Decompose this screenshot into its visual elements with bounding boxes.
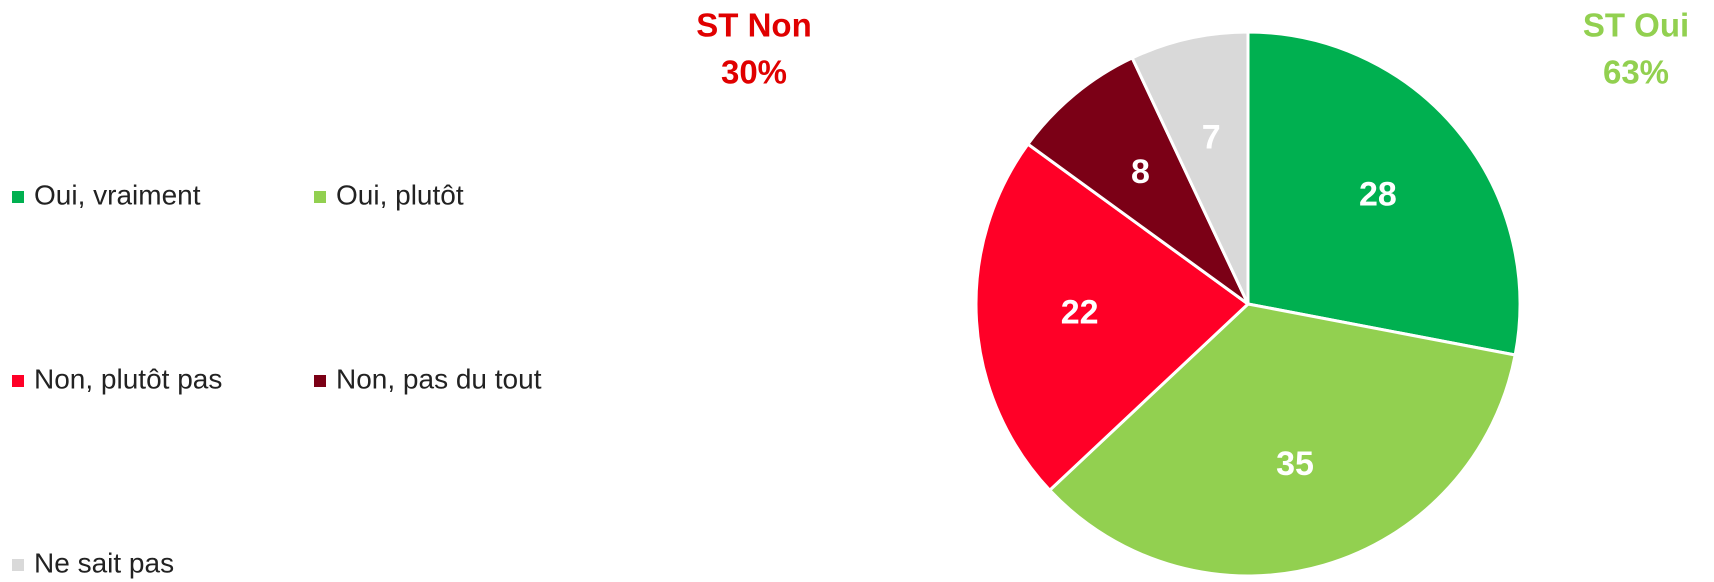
legend-swatch	[314, 375, 326, 387]
annotation-label: ST Non	[696, 7, 811, 44]
pie-slice	[1130, 30, 1250, 305]
legend-label: Oui, vraiment	[34, 179, 201, 210]
data-label: 35	[1276, 445, 1314, 483]
annotation-value: 63%	[1603, 54, 1669, 91]
data-label: 22	[1061, 294, 1099, 332]
annotation-label: ST Oui	[1583, 7, 1689, 44]
data-label: 7	[1202, 118, 1221, 156]
annotation-value: 30%	[721, 54, 787, 91]
pie-slice	[974, 142, 1251, 493]
legend-swatch	[12, 375, 24, 387]
legend-swatch	[12, 191, 24, 203]
pie-slice	[1047, 302, 1517, 578]
legend-swatch	[314, 191, 326, 203]
legend-label: Oui, plutôt	[336, 179, 464, 210]
legend-label: Non, plutôt pas	[34, 363, 222, 394]
data-label: 8	[1131, 153, 1150, 191]
pie-slice	[1246, 30, 1522, 357]
pie-slice	[1025, 55, 1250, 306]
legend-label: Non, pas du tout	[336, 363, 542, 394]
data-label: 28	[1359, 175, 1397, 213]
legend-swatch	[12, 559, 24, 571]
legend-label: Ne sait pas	[34, 547, 174, 578]
